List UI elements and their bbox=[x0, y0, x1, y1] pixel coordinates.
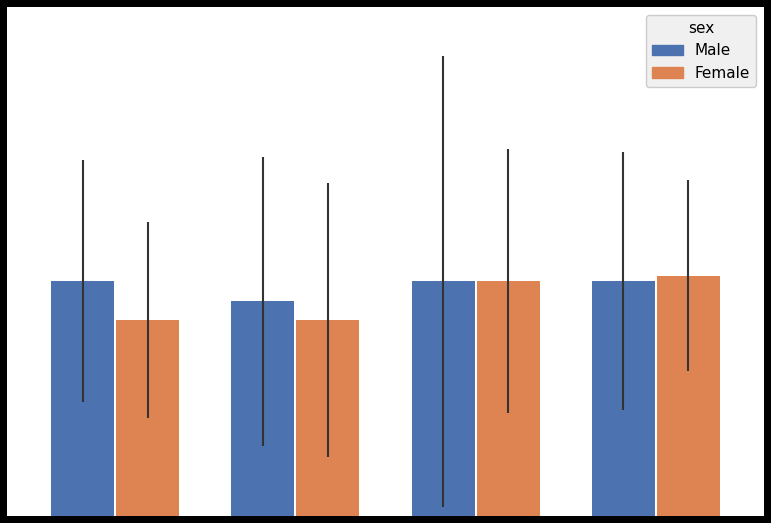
Bar bbox=[116, 320, 179, 516]
Bar bbox=[231, 301, 295, 516]
Bar bbox=[476, 281, 540, 516]
Legend: Male, Female: Male, Female bbox=[646, 15, 756, 87]
Bar bbox=[592, 281, 655, 516]
Bar bbox=[296, 320, 359, 516]
Bar bbox=[51, 281, 114, 516]
Bar bbox=[657, 276, 720, 516]
Bar bbox=[412, 281, 475, 516]
